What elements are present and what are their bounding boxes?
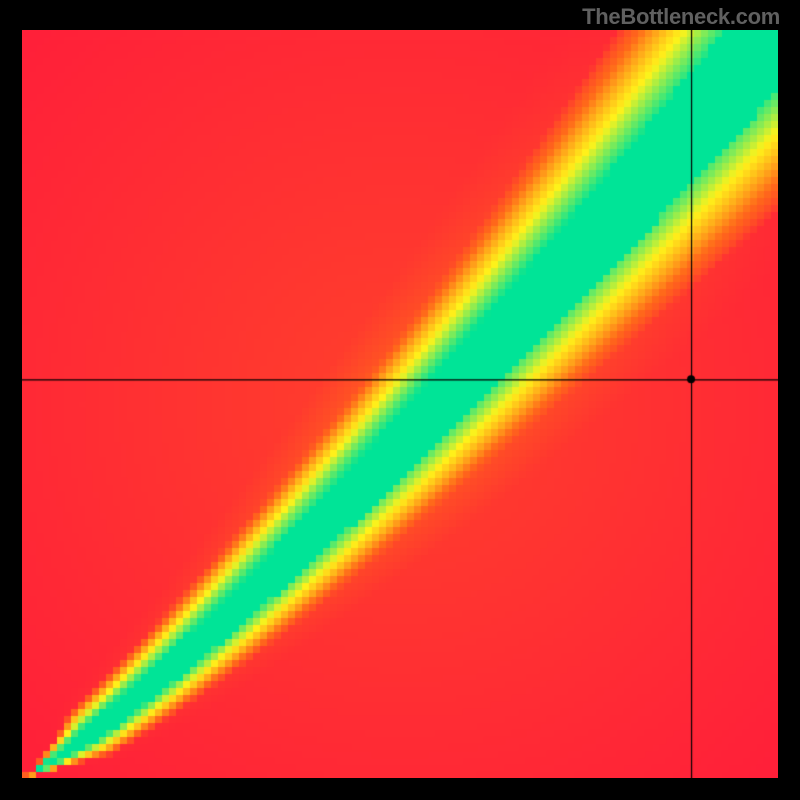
bottleneck-heatmap	[22, 30, 778, 778]
chart-frame: TheBottleneck.com	[0, 0, 800, 800]
watermark-text: TheBottleneck.com	[582, 4, 780, 30]
